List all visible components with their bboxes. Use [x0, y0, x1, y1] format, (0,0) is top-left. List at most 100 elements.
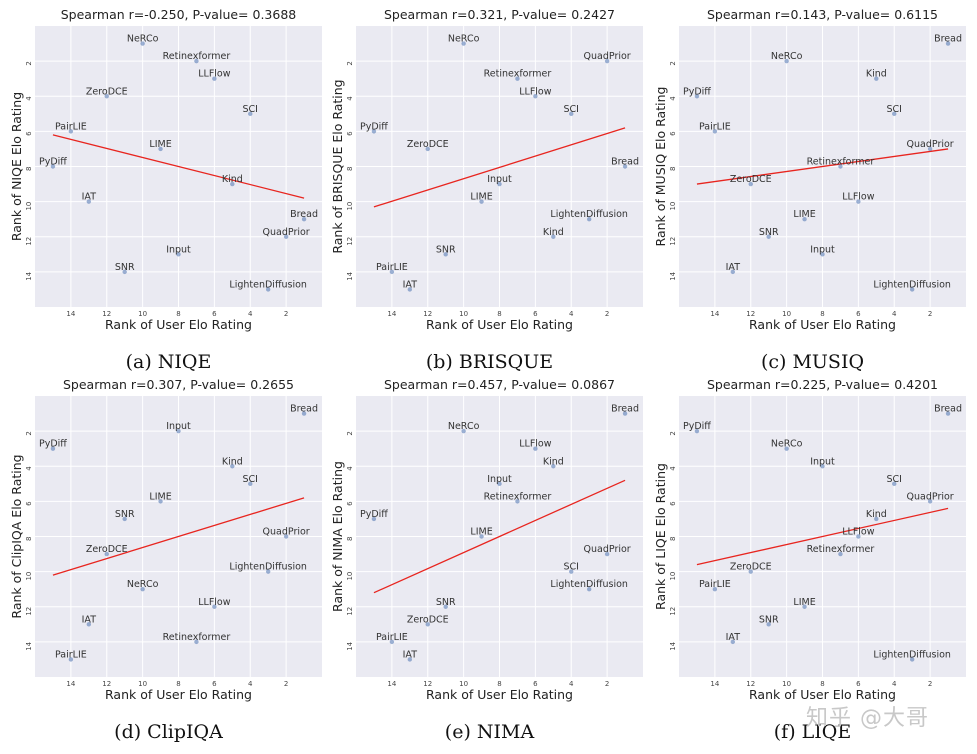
point-label: SCI — [243, 104, 258, 115]
data-point — [230, 464, 235, 469]
regression-line — [373, 479, 626, 594]
data-point — [569, 111, 574, 117]
x-tick-label: 6 — [212, 680, 217, 688]
point-label: SNR — [759, 614, 779, 625]
y-tick-label: 2 — [669, 61, 677, 65]
data-point — [122, 269, 127, 275]
x-axis-label: Rank of User Elo Rating — [105, 317, 252, 332]
point-label: PyDiff — [683, 86, 711, 97]
point-label: Kind — [866, 69, 887, 80]
data-point — [248, 111, 253, 117]
y-tick-label: 2 — [669, 431, 677, 435]
data-point — [712, 129, 718, 134]
data-point — [86, 199, 92, 204]
point-label: Bread — [290, 404, 318, 415]
data-point — [407, 657, 413, 662]
x-tick-label: 12 — [746, 310, 755, 318]
regression-line — [696, 148, 949, 185]
x-axis-label: Rank of User Elo Rating — [749, 317, 896, 332]
point-label: QuadPrior — [907, 491, 954, 502]
data-point — [301, 216, 307, 222]
x-tick-label: 6 — [856, 310, 861, 318]
panel-caption: (e) NIMA — [445, 721, 535, 743]
chart-panel-2: 14 12 10 8 6 4 2 2 4 6 8 10 12 14 Spearman r=0.321, P-… — [330, 7, 643, 373]
point-label: LLFlow — [198, 69, 231, 80]
point-label: LightenDiffusion — [873, 649, 951, 660]
point-label: LIME — [149, 491, 171, 502]
point-label: Retinexformer — [807, 157, 875, 168]
point-label: QuadPrior — [263, 227, 310, 238]
data-point — [176, 252, 181, 257]
point-label: PyDiff — [39, 439, 67, 450]
chart-title: Spearman r=0.321, P-value= 0.2427 — [384, 7, 615, 22]
point-label: SNR — [436, 244, 456, 255]
point-label: IAT — [726, 262, 741, 273]
x-tick-label: 10 — [782, 310, 791, 318]
y-tick-label: 6 — [346, 131, 354, 136]
x-tick-label: 8 — [820, 310, 824, 318]
y-tick-label: 8 — [669, 537, 677, 541]
x-tick-label: 8 — [820, 680, 824, 688]
data-point — [784, 58, 789, 64]
y-tick-label: 14 — [669, 641, 677, 650]
data-point — [104, 551, 109, 557]
y-tick-label: 8 — [346, 167, 354, 171]
data-point — [140, 586, 145, 592]
data-point — [194, 58, 199, 64]
x-tick-label: 8 — [176, 680, 180, 688]
y-tick-label: 14 — [25, 271, 33, 280]
x-tick-label: 4 — [569, 310, 574, 318]
data-point — [874, 516, 879, 522]
data-point — [68, 657, 74, 662]
y-tick-label: 10 — [346, 572, 354, 581]
data-point — [838, 551, 843, 557]
point-label: NeRCo — [127, 34, 159, 45]
data-point — [497, 181, 502, 187]
y-tick-label: 2 — [346, 431, 354, 435]
point-label: Input — [166, 244, 191, 255]
chart-panel-3: 14 12 10 8 6 4 2 2 4 6 8 10 12 14 Spearman r=0.143, P-… — [653, 7, 966, 373]
data-point — [443, 252, 448, 257]
data-point — [212, 604, 217, 609]
data-point — [443, 604, 448, 609]
y-axis-label: Rank of ClipIQA Elo Rating — [9, 454, 24, 618]
x-tick-label: 12 — [102, 310, 111, 318]
point-label: Retinexformer — [163, 632, 231, 643]
x-tick-label: 2 — [284, 310, 288, 318]
point-label: PairLIE — [699, 579, 731, 590]
point-label: QuadPrior — [263, 527, 310, 538]
data-point — [407, 287, 413, 292]
data-point — [856, 199, 861, 204]
data-point — [86, 622, 92, 627]
point-label: Kind — [222, 456, 243, 467]
x-tick-label: 2 — [928, 680, 932, 688]
data-point — [515, 76, 520, 81]
data-point — [927, 499, 933, 504]
data-point — [802, 216, 807, 222]
y-tick-label: 10 — [669, 202, 677, 211]
point-label: PairLIE — [699, 121, 731, 132]
data-point — [802, 604, 807, 609]
x-tick-label: 12 — [102, 680, 111, 688]
y-tick-label: 12 — [669, 607, 677, 616]
point-label: LLFlow — [842, 527, 875, 538]
y-tick-label: 4 — [669, 466, 677, 471]
data-point — [892, 111, 897, 117]
data-point — [425, 146, 430, 152]
point-label: QuadPrior — [584, 544, 631, 555]
data-point — [515, 499, 520, 504]
point-label: LIME — [793, 209, 815, 220]
point-label: Kind — [866, 509, 887, 520]
data-point — [712, 586, 718, 592]
point-label: Retinexformer — [484, 491, 552, 502]
point-label: Input — [810, 456, 835, 467]
y-tick-label: 6 — [346, 501, 354, 506]
y-tick-label: 4 — [25, 96, 33, 101]
x-tick-label: 2 — [284, 680, 288, 688]
x-tick-label: 2 — [928, 310, 932, 318]
data-point — [301, 411, 307, 416]
point-label: LIME — [470, 192, 492, 203]
point-label: Kind — [543, 227, 564, 238]
y-tick-label: 10 — [25, 572, 33, 581]
